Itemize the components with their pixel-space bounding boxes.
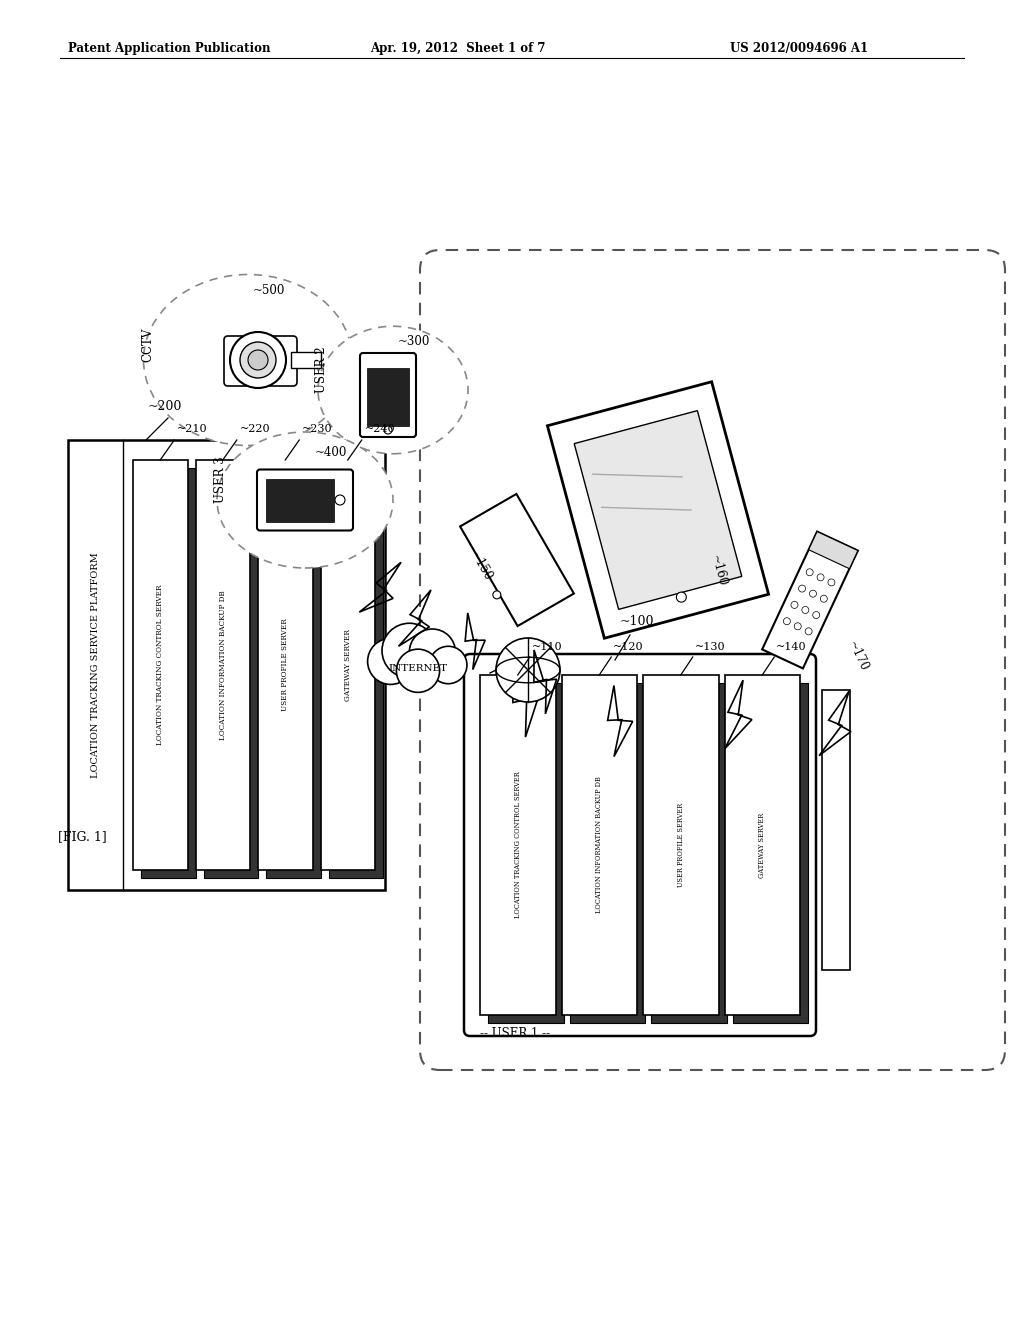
Text: LOCATION TRACKING SERVICE PLATFORM: LOCATION TRACKING SERVICE PLATFORM — [91, 552, 100, 777]
Circle shape — [799, 585, 806, 593]
Text: LOCATION INFORMATION BACKUP DB: LOCATION INFORMATION BACKUP DB — [595, 776, 603, 913]
Circle shape — [802, 606, 809, 614]
FancyBboxPatch shape — [488, 682, 563, 1023]
Circle shape — [410, 630, 456, 675]
Circle shape — [384, 426, 392, 434]
Circle shape — [382, 623, 436, 678]
Text: ~220: ~220 — [240, 424, 270, 434]
FancyBboxPatch shape — [204, 469, 258, 878]
Circle shape — [805, 628, 812, 635]
Text: USER PROFILE SERVER: USER PROFILE SERVER — [282, 619, 289, 711]
Circle shape — [806, 569, 813, 576]
Circle shape — [493, 591, 501, 599]
Text: ~500: ~500 — [253, 284, 286, 297]
Text: ~150: ~150 — [467, 549, 495, 583]
Circle shape — [676, 593, 686, 602]
Ellipse shape — [217, 432, 393, 568]
Text: ~240: ~240 — [365, 424, 395, 434]
Text: -- USER 1 --: -- USER 1 -- — [480, 1027, 550, 1040]
Circle shape — [809, 590, 816, 597]
Polygon shape — [762, 532, 858, 668]
Text: CCTV: CCTV — [141, 327, 155, 362]
FancyBboxPatch shape — [266, 479, 334, 521]
FancyBboxPatch shape — [360, 352, 416, 437]
Circle shape — [248, 350, 268, 370]
Circle shape — [783, 618, 791, 624]
Text: LOCATION TRACKING CONTROL SERVER: LOCATION TRACKING CONTROL SERVER — [157, 585, 164, 746]
Text: LOCATION INFORMATION BACKUP DB: LOCATION INFORMATION BACKUP DB — [219, 590, 226, 741]
FancyBboxPatch shape — [367, 368, 409, 426]
Text: US 2012/0094696 A1: US 2012/0094696 A1 — [730, 42, 868, 55]
Text: Patent Application Publication: Patent Application Publication — [68, 42, 270, 55]
Text: ~400: ~400 — [315, 446, 347, 459]
Polygon shape — [460, 494, 573, 626]
Circle shape — [795, 623, 801, 630]
Text: USER PROFILE SERVER: USER PROFILE SERVER — [677, 803, 685, 887]
Text: ~130: ~130 — [694, 642, 725, 652]
Circle shape — [396, 649, 439, 693]
FancyBboxPatch shape — [732, 682, 808, 1023]
FancyBboxPatch shape — [561, 675, 637, 1015]
FancyBboxPatch shape — [379, 659, 458, 680]
FancyBboxPatch shape — [224, 337, 297, 385]
FancyBboxPatch shape — [257, 470, 353, 531]
Polygon shape — [574, 411, 741, 610]
Ellipse shape — [318, 326, 468, 454]
Circle shape — [240, 342, 276, 378]
Text: ~160: ~160 — [708, 553, 729, 587]
Circle shape — [817, 574, 824, 581]
FancyBboxPatch shape — [141, 469, 196, 878]
FancyBboxPatch shape — [643, 675, 719, 1015]
Text: ~100: ~100 — [620, 615, 654, 628]
FancyBboxPatch shape — [258, 459, 312, 870]
Circle shape — [828, 579, 835, 586]
FancyBboxPatch shape — [321, 459, 375, 870]
FancyBboxPatch shape — [68, 440, 385, 890]
Text: ~230: ~230 — [302, 424, 333, 434]
Text: ~120: ~120 — [613, 642, 644, 652]
Circle shape — [813, 611, 820, 619]
FancyBboxPatch shape — [822, 690, 850, 970]
FancyBboxPatch shape — [133, 459, 187, 870]
Text: ~300: ~300 — [398, 335, 430, 348]
Text: ~210: ~210 — [177, 424, 208, 434]
Circle shape — [230, 333, 286, 388]
FancyBboxPatch shape — [266, 469, 321, 878]
Circle shape — [820, 595, 827, 602]
Text: ~170: ~170 — [845, 639, 870, 673]
Circle shape — [791, 602, 798, 609]
Text: ~140: ~140 — [776, 642, 807, 652]
Circle shape — [496, 638, 560, 702]
FancyBboxPatch shape — [569, 682, 645, 1023]
Text: [FIG. 1]: [FIG. 1] — [58, 830, 106, 843]
Polygon shape — [809, 532, 858, 569]
Ellipse shape — [143, 275, 352, 446]
Circle shape — [429, 647, 467, 684]
FancyBboxPatch shape — [291, 352, 321, 368]
FancyBboxPatch shape — [725, 675, 800, 1015]
Text: Apr. 19, 2012  Sheet 1 of 7: Apr. 19, 2012 Sheet 1 of 7 — [370, 42, 546, 55]
Text: INTERNET: INTERNET — [388, 664, 447, 673]
Text: USER 3: USER 3 — [214, 457, 227, 503]
FancyBboxPatch shape — [480, 675, 555, 1015]
Text: LOCATION TRACKING CONTROL SERVER: LOCATION TRACKING CONTROL SERVER — [514, 772, 522, 919]
Text: ~200: ~200 — [148, 400, 182, 413]
Text: GATEWAY SERVER: GATEWAY SERVER — [344, 630, 352, 701]
FancyBboxPatch shape — [329, 469, 383, 878]
Text: USER 2: USER 2 — [315, 347, 329, 393]
Circle shape — [368, 639, 414, 685]
Polygon shape — [548, 381, 769, 639]
FancyBboxPatch shape — [420, 249, 1005, 1071]
Circle shape — [335, 495, 345, 506]
FancyBboxPatch shape — [464, 653, 816, 1036]
Text: ~110: ~110 — [531, 642, 562, 652]
FancyBboxPatch shape — [651, 682, 726, 1023]
FancyBboxPatch shape — [196, 459, 250, 870]
Text: GATEWAY SERVER: GATEWAY SERVER — [758, 812, 766, 878]
